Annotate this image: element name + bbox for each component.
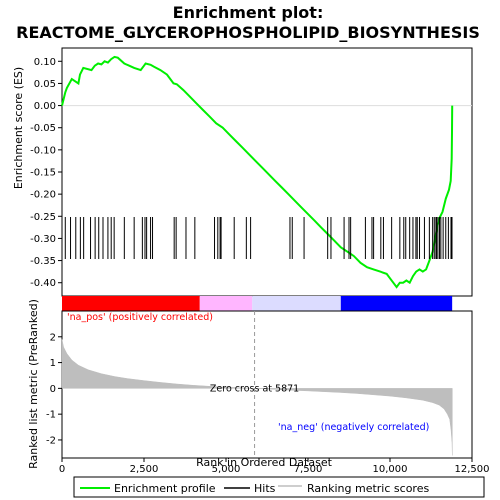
x-tick-label: 12,500 xyxy=(455,464,490,475)
es-y-tick-label: -0.15 xyxy=(30,168,56,179)
rank-bar-segment xyxy=(199,296,253,311)
x-tick-label: 0 xyxy=(59,464,65,475)
positive-correlation-label: 'na_pos' (positively correlated) xyxy=(67,312,213,323)
metric-y-tick-label: 2 xyxy=(50,332,56,343)
rank-bar-segment xyxy=(340,296,453,311)
rank-bar-segment xyxy=(62,296,200,311)
es-y-axis: 0.10 0.05 0.00 -0.05 -0.10 -0.15 -0.20 -0.25 -0.… xyxy=(30,57,62,289)
enrichment-profile-line xyxy=(61,55,454,289)
rank-color-bar xyxy=(62,296,453,311)
es-y-tick-label: -0.10 xyxy=(30,145,56,156)
es-y-tick-label: -0.40 xyxy=(30,278,56,289)
legend-label-hits: Hits xyxy=(254,482,276,495)
x-tick-label: 5,000 xyxy=(212,464,241,475)
metric-y-tick-label: 1 xyxy=(50,358,56,369)
metric-y-tick-label: 0 xyxy=(50,384,56,395)
x-axis: 0 2,500 5,000 7,500 10,000 12,500 xyxy=(59,458,490,475)
es-y-tick-label: 0.10 xyxy=(34,57,56,68)
es-y-tick-label: 0.00 xyxy=(34,101,56,112)
metric-y-axis: 2 1 0 -1 -2 xyxy=(46,332,62,446)
metric-y-label: Ranked list metric (PreRanked) xyxy=(27,299,40,469)
legend: Enrichment profile Hits Ranking metric s… xyxy=(73,476,485,498)
legend-label-ranking-metric: Ranking metric scores xyxy=(307,482,429,495)
metric-y-tick-label: -1 xyxy=(46,410,56,421)
es-y-tick-label: -0.25 xyxy=(30,212,56,223)
es-y-tick-label: -0.20 xyxy=(30,190,56,201)
es-y-label: Enrichment score (ES) xyxy=(12,67,25,189)
chart-subtitle: REACTOME_GLYCEROPHOSPHOLIPID_BIOSYNTHESI… xyxy=(16,23,480,42)
es-y-tick-label: 0.05 xyxy=(34,79,56,90)
rank-bar-segment xyxy=(252,296,341,311)
x-tick-label: 2,500 xyxy=(130,464,159,475)
metric-y-tick-label: -2 xyxy=(46,435,56,446)
negative-correlation-label: 'na_neg' (negatively correlated) xyxy=(278,422,429,433)
legend-frame xyxy=(73,476,485,498)
x-tick-label: 7,500 xyxy=(294,464,323,475)
chart-title: Enrichment plot: xyxy=(173,3,324,22)
es-y-tick-label: -0.30 xyxy=(30,234,56,245)
ranking-metric-area xyxy=(61,339,453,456)
zero-cross-label: Zero cross at 5871 xyxy=(210,383,299,394)
x-tick-label: 10,000 xyxy=(373,464,408,475)
legend-label-enrichment-profile: Enrichment profile xyxy=(114,482,216,495)
es-y-tick-label: -0.05 xyxy=(30,123,56,134)
hits-marks xyxy=(64,217,453,259)
x-axis-label: Rank in Ordered Dataset xyxy=(196,456,333,469)
es-y-tick-label: -0.35 xyxy=(30,256,56,267)
ranking-metric-scores xyxy=(61,339,453,456)
